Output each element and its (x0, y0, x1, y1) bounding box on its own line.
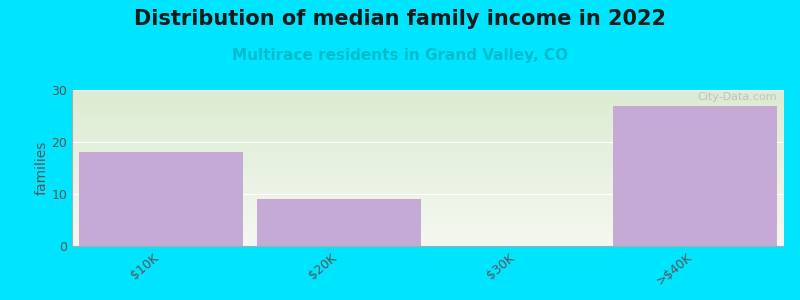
Text: City-Data.com: City-Data.com (698, 92, 777, 102)
Bar (613, 106, 777, 246)
Text: Distribution of median family income in 2022: Distribution of median family income in … (134, 9, 666, 29)
Y-axis label: families: families (34, 141, 49, 195)
Bar (79, 152, 243, 246)
Text: Multirace residents in Grand Valley, CO: Multirace residents in Grand Valley, CO (232, 48, 568, 63)
Bar (257, 199, 421, 246)
